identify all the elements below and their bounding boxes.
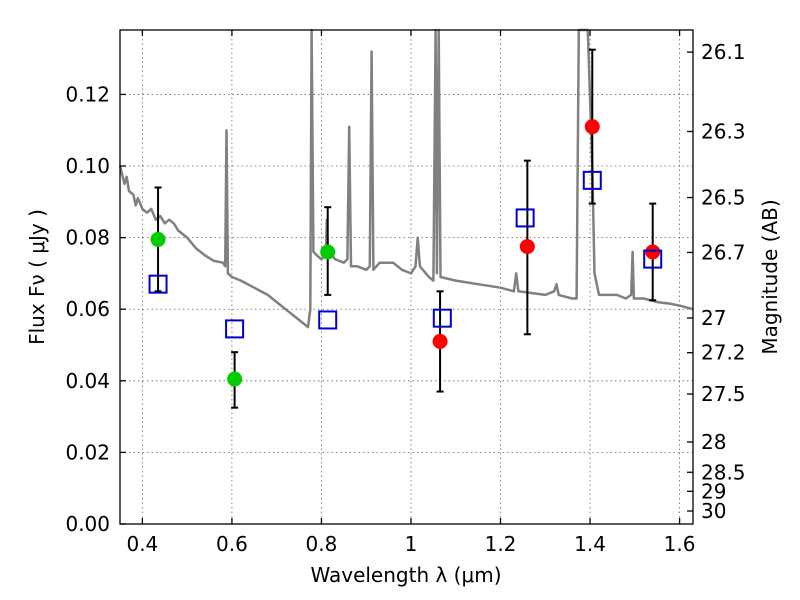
right-axis-tick-label: 28.5 xyxy=(701,460,746,484)
x-tick-label: 0.6 xyxy=(216,532,248,556)
y-tick-label: 0.00 xyxy=(65,512,110,536)
flux-point xyxy=(150,231,166,247)
x-tick-label: 1.6 xyxy=(664,532,696,556)
right-axis-tick-label: 27.2 xyxy=(701,341,746,365)
right-axis-tick-label: 26.5 xyxy=(701,186,746,210)
error-bars-layer xyxy=(154,48,657,409)
y-tick-label: 0.04 xyxy=(65,369,110,393)
x-tick-label: 1 xyxy=(405,532,418,556)
right-axis-tick-label: 26.1 xyxy=(701,40,746,64)
model-spectrum-layer xyxy=(118,28,694,329)
x-tick-label: 1.4 xyxy=(574,532,606,556)
model-photometry-square xyxy=(318,310,338,330)
y-tick-label: 0.02 xyxy=(65,440,110,464)
x-tick-label: 0.8 xyxy=(306,532,338,556)
right-axis-tick-label: 29 xyxy=(701,479,726,503)
right-axis-tick-label: 27 xyxy=(701,306,726,330)
model-photometry-square xyxy=(432,308,452,328)
x-tick-label: 1.2 xyxy=(485,532,517,556)
flux-point xyxy=(584,119,600,135)
x-axis-ticks: 0.4 0.6 0.8 1 1.2 1.4 1.6 xyxy=(126,30,695,556)
model-photometry-square xyxy=(148,274,168,294)
grid-lines xyxy=(120,30,693,525)
x-axis-title: Wavelength λ (μm) xyxy=(310,563,501,587)
y-axis-ticks: 0.00 0.02 0.04 0.06 0.08 0.10 0.12 xyxy=(65,82,126,536)
right-axis-tick-label: 27.5 xyxy=(701,382,746,406)
model-photometry-square xyxy=(225,319,245,339)
plot-frame xyxy=(119,29,694,525)
data-markers-layer xyxy=(148,119,663,387)
flux-point xyxy=(645,244,661,260)
right-axis-tick-label: 26.7 xyxy=(701,240,746,264)
right-axis-tick-label: 28 xyxy=(701,430,726,454)
model-photometry-square xyxy=(643,249,663,269)
y-axis-title: Flux Fν ( μJy ) xyxy=(25,209,49,345)
right-axis-title: Magnitude (AB) xyxy=(758,199,782,354)
flux-point xyxy=(320,244,336,260)
model-photometry-square xyxy=(582,170,602,190)
y-tick-label: 0.08 xyxy=(65,226,110,250)
x-tick-label: 0.4 xyxy=(126,532,158,556)
flux-point xyxy=(227,371,243,387)
y-tick-label: 0.06 xyxy=(65,297,110,321)
y-tick-label: 0.10 xyxy=(65,154,110,178)
flux-point xyxy=(519,239,535,255)
flux-point xyxy=(432,333,448,349)
model-spectrum-line xyxy=(118,28,694,329)
right-axis-tick-label: 26.3 xyxy=(701,119,746,143)
right-axis-tick-label: 30 xyxy=(701,499,726,523)
model-photometry-square xyxy=(515,208,535,228)
y-tick-label: 0.12 xyxy=(65,82,110,106)
